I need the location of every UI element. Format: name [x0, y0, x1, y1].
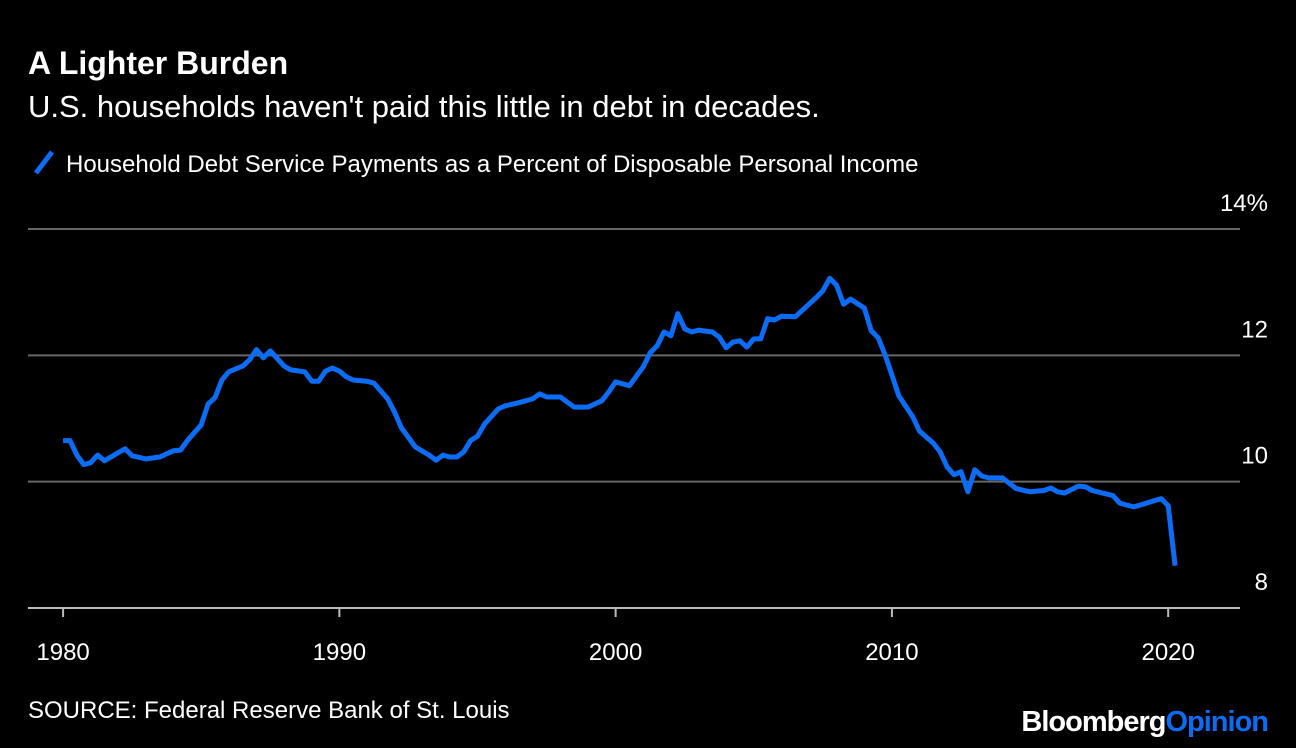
x-tick-label: 2010 [865, 639, 918, 666]
chart-subtitle: U.S. households haven't paid this little… [28, 89, 820, 124]
y-tick-label: 14% [1220, 190, 1268, 217]
data-line [63, 275, 1178, 566]
y-tick-label: 12 [1241, 316, 1268, 343]
x-tick-label: 1980 [36, 639, 89, 666]
legend-swatch [34, 150, 54, 175]
brand-sub: Opinion [1165, 706, 1268, 738]
brand-main: Bloomberg [1021, 706, 1165, 738]
x-tick-label: 2000 [589, 639, 642, 666]
brand: BloombergOpinion [1021, 706, 1268, 738]
legend-label: Household Debt Service Payments as a Per… [66, 151, 918, 178]
chart-title: A Lighter Burden [28, 45, 288, 81]
x-tick-label: 1990 [313, 639, 366, 666]
x-tick-label: 2020 [1141, 639, 1194, 666]
source: SOURCE: Federal Reserve Bank of St. Loui… [28, 697, 510, 724]
y-tick-label: 10 [1241, 443, 1268, 470]
y-tick-label: 8 [1255, 569, 1268, 596]
